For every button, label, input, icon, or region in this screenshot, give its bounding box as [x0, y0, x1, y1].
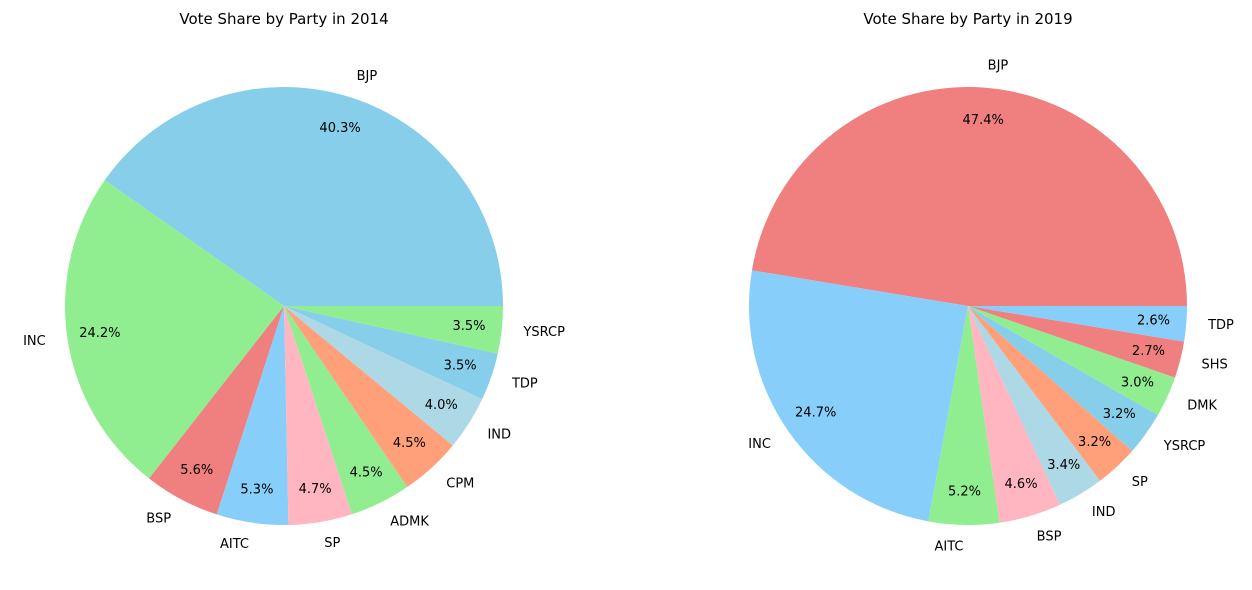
- pie-slice-aitc: [928, 306, 1000, 525]
- pie-slices: [749, 87, 1187, 525]
- pie-slice-inc: [65, 180, 285, 479]
- slice-value-aitc: 5.2%: [948, 485, 981, 500]
- slice-value-bjp: 40.3%: [319, 121, 360, 136]
- pie-slice-sp: [968, 306, 1133, 481]
- pie-slice-bjp: [751, 87, 1187, 307]
- pie-slice-admk: [284, 306, 408, 515]
- slice-label-cpm: CPM: [446, 477, 474, 492]
- slice-label-ysrcp: YSRCP: [522, 325, 565, 340]
- pie-slice-inc: [749, 270, 968, 522]
- slice-value-ind: 4.0%: [425, 398, 458, 413]
- chart-title: Vote Share by Party in 2014: [179, 10, 388, 28]
- slice-label-admk: ADMK: [390, 515, 429, 530]
- pie-slice-ysrcp: [968, 306, 1158, 451]
- slice-value-tdp: 2.6%: [1137, 314, 1170, 329]
- slice-value-bsp: 4.6%: [1005, 477, 1038, 492]
- slice-label-tdp: TDP: [1207, 318, 1234, 333]
- slice-label-sp: SP: [324, 536, 340, 551]
- slice-label-ind: IND: [487, 427, 511, 442]
- slice-label-bsp: BSP: [146, 511, 171, 526]
- slice-label-aitc: AITC: [934, 539, 963, 554]
- slice-value-inc: 24.7%: [795, 406, 836, 421]
- pie-slice-bsp: [968, 306, 1060, 523]
- slice-label-tdp: TDP: [511, 376, 538, 391]
- pie-slice-aitc: [216, 306, 289, 525]
- slice-label-bjp: BJP: [357, 69, 378, 84]
- slice-label-inc: INC: [748, 437, 771, 452]
- slice-label-bsp: BSP: [1037, 529, 1062, 544]
- slice-value-sp: 3.2%: [1078, 435, 1111, 450]
- slice-value-shs: 2.7%: [1132, 344, 1165, 359]
- slice-label-shs: SHS: [1202, 358, 1228, 373]
- slice-value-aitc: 5.3%: [240, 483, 273, 498]
- pie-slice-sp: [284, 306, 352, 525]
- slice-label-aitc: AITC: [220, 537, 249, 552]
- pie-slice-bjp: [104, 87, 504, 306]
- pie-slice-ysrcp: [284, 306, 503, 354]
- slice-value-bsp: 5.6%: [180, 463, 213, 478]
- pie-slice-bsp: [149, 306, 284, 515]
- pie-labels: BJP 47.4% INC 24.7% AITC 5.2% BSP 4.6% IND 3.4% SP…: [748, 58, 1234, 554]
- slice-value-sp: 4.7%: [299, 482, 332, 497]
- pie-labels: BJP 40.3% INC 24.2% BSP 5.6% AITC 5.3% SP 4.7% ADM…: [23, 69, 565, 552]
- slice-value-ysrcp: 3.2%: [1103, 407, 1136, 422]
- chart-title: Vote Share by Party in 2019: [863, 10, 1072, 28]
- pie-slice-shs: [968, 306, 1185, 378]
- slice-label-dmk: DMK: [1187, 398, 1217, 413]
- pie-slice-cpm: [284, 306, 453, 488]
- slice-value-inc: 24.2%: [79, 326, 120, 341]
- slice-label-ind: IND: [1092, 505, 1116, 520]
- slice-value-bjp: 47.4%: [963, 113, 1004, 128]
- pie-slice-ind: [284, 306, 483, 446]
- slice-value-ysrcp: 3.5%: [453, 319, 486, 334]
- slice-value-admk: 4.5%: [350, 466, 383, 481]
- pie-slice-tdp: [284, 306, 498, 400]
- slice-value-ind: 3.4%: [1047, 458, 1080, 473]
- slice-value-tdp: 3.5%: [444, 359, 477, 374]
- slice-label-inc: INC: [23, 334, 46, 349]
- pie-slice-dmk: [968, 306, 1175, 416]
- pie-slice-tdp: [968, 306, 1187, 342]
- slice-label-sp: SP: [1132, 475, 1148, 490]
- slice-value-cpm: 4.5%: [393, 436, 426, 451]
- pie-slice-ind: [968, 306, 1101, 505]
- pie-chart-2019: Vote Share by Party in 2019 BJP 47.4% INC 2…: [748, 10, 1234, 554]
- pie-slices: [65, 87, 504, 525]
- slice-label-bjp: BJP: [988, 58, 1009, 73]
- slice-label-ysrcp: YSRCP: [1163, 439, 1206, 454]
- pie-chart-2014: Vote Share by Party in 2014 BJP 40.3% INC 2…: [23, 10, 565, 552]
- slice-value-dmk: 3.0%: [1121, 376, 1154, 391]
